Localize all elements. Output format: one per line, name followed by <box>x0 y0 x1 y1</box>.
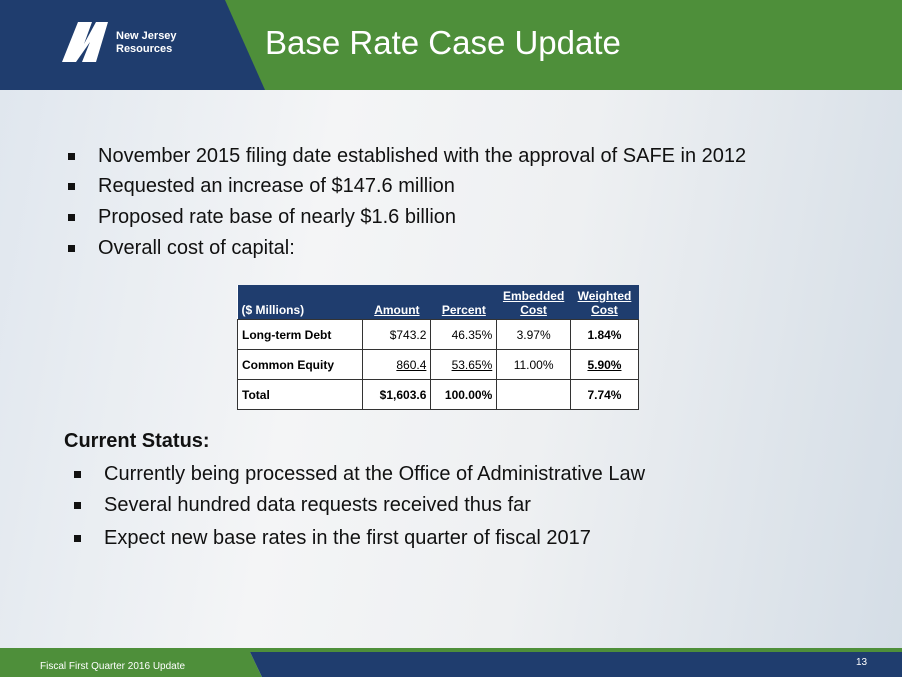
col-header: ($ Millions) <box>237 285 363 320</box>
col-header: Amount <box>362 285 431 320</box>
cell: $743.2 <box>362 319 432 350</box>
logo-line: Resources <box>116 43 173 55</box>
title: Base Rate Case Update <box>265 24 621 61</box>
header-row: ($ Millions) Amount Percent Embedded Cos… <box>237 285 639 320</box>
cell <box>496 379 571 410</box>
cell: Total <box>236 379 364 410</box>
bullet: Proposed rate base of nearly $1.6 billio… <box>67 206 457 228</box>
cell: Long-term Debt <box>236 319 364 350</box>
cell: 11.00% <box>496 349 571 380</box>
bullet: November 2015 filing date established wi… <box>67 145 747 167</box>
bullet: Currently being processed at the Office … <box>73 463 646 485</box>
cell: 7.74% <box>569 379 640 410</box>
col-header: Weighted Cost <box>570 285 639 320</box>
cell: 860.4 <box>362 349 432 380</box>
page-number: 13 <box>856 657 868 668</box>
logo-text: New Jersey Resources <box>116 30 177 56</box>
cell: 3.97% <box>496 319 571 350</box>
bullet: Expect new base rates in the first quart… <box>74 527 591 549</box>
logo-line: New Jersey <box>116 30 177 42</box>
status-heading: Current Status: <box>64 430 210 452</box>
cell: Common Equity <box>236 349 364 380</box>
cell: 1.84% <box>569 319 640 350</box>
cost-table: ($ Millions) Amount Percent Embedded Cos… <box>236 285 640 410</box>
header-band <box>0 0 902 90</box>
cell: 5.90% <box>569 349 640 380</box>
cell: 53.65% <box>430 349 498 380</box>
cell: $1,603.6 <box>362 379 432 410</box>
row: Total $1,603.6 100.00% 7.74% <box>236 379 640 410</box>
col-header: Embedded Cost <box>496 285 571 320</box>
cell: 100.00% <box>430 379 498 410</box>
bullet: Several hundred data requests received t… <box>74 494 531 516</box>
row: Long-term Debt $743.2 46.35% 3.97% 1.84% <box>236 319 640 350</box>
col-header: Percent <box>430 285 497 320</box>
footer-band <box>0 648 902 677</box>
row: Common Equity 860.4 53.65% 11.00% 5.90% <box>236 349 640 380</box>
cell: 46.35% <box>430 319 498 350</box>
footer-text: Fiscal First Quarter 2016 Update <box>40 661 186 672</box>
bullet: Requested an increase of $147.6 million <box>68 175 455 197</box>
bullet: Overall cost of capital: <box>68 237 295 259</box>
